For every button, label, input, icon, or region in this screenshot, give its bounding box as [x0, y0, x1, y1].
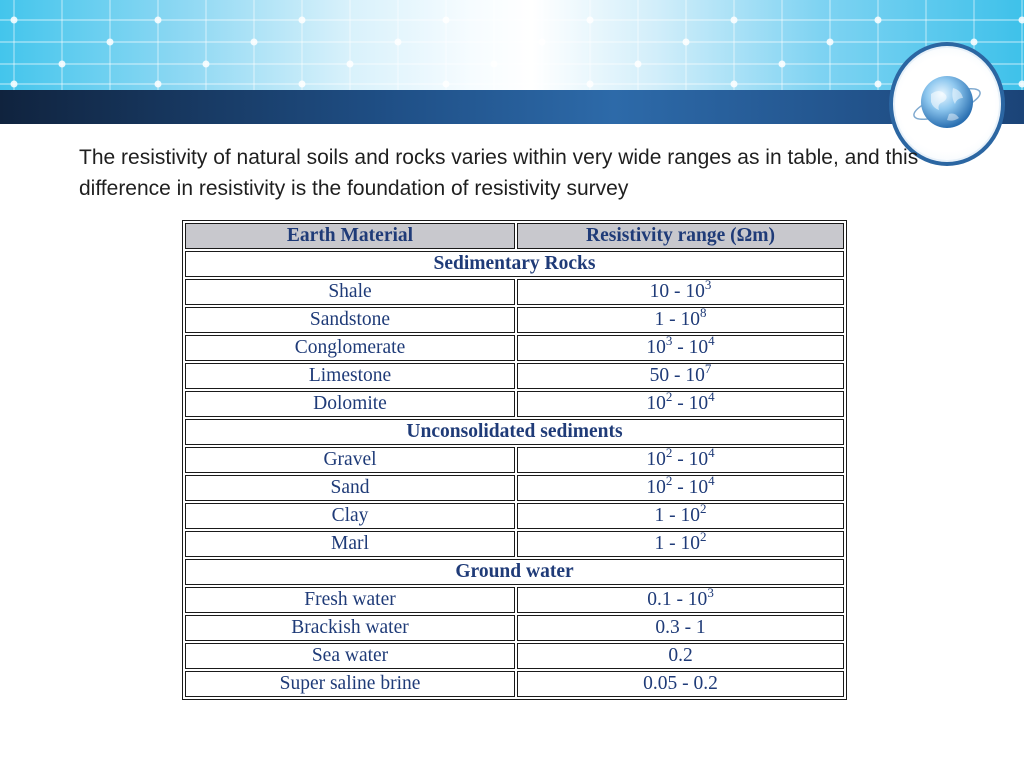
range-text: 10: [646, 449, 666, 470]
range-text: 0.3 - 1: [655, 617, 706, 638]
exponent: 4: [708, 444, 715, 460]
table-row: Fresh water 0.1 - 103: [185, 584, 844, 613]
header-earth-material: Earth Material: [185, 223, 515, 249]
table-row: Sandstone 1 - 108: [185, 304, 844, 333]
resistivity-cell: 103 - 104: [517, 332, 844, 361]
resistivity-table: Earth Material Resistivity range (Ωm) Se…: [182, 220, 847, 700]
resistivity-cell: 0.1 - 103: [517, 584, 844, 613]
material-cell: Clay: [185, 503, 515, 529]
table-row: Gravel 102 - 104: [185, 444, 844, 473]
section-title: Sedimentary Rocks: [185, 251, 844, 277]
resistivity-cell: 10 - 103: [517, 276, 844, 305]
table-row: Brackish water 0.3 - 1: [185, 615, 844, 641]
section-title: Ground water: [185, 559, 844, 585]
material-cell: Conglomerate: [185, 335, 515, 361]
table-row: Dolomite 102 - 104: [185, 388, 844, 417]
resistivity-cell: 0.2: [517, 643, 844, 669]
exponent: 3: [665, 332, 673, 348]
exponent: 8: [700, 304, 707, 320]
exponent: 2: [700, 528, 707, 544]
exponent: 3: [704, 276, 712, 292]
material-cell: Shale: [185, 279, 515, 305]
material-cell: Limestone: [185, 363, 515, 389]
material-cell: Sea water: [185, 643, 515, 669]
material-cell: Sand: [185, 475, 515, 501]
table-row: Super saline brine 0.05 - 0.2: [185, 671, 844, 697]
resistivity-table-container: Earth Material Resistivity range (Ωm) Se…: [182, 220, 847, 700]
exponent: 2: [700, 500, 707, 516]
range-text: 0.1 - 10: [647, 589, 708, 610]
intro-paragraph: The resistivity of natural soils and roc…: [79, 146, 919, 200]
exponent: 2: [665, 472, 673, 488]
range-text: - 10: [672, 393, 709, 414]
section-row: Unconsolidated sediments: [185, 419, 844, 445]
material-cell: Super saline brine: [185, 671, 515, 697]
exponent: 4: [708, 332, 715, 348]
exponent: 7: [704, 360, 712, 376]
table-row: Sea water 0.2: [185, 643, 844, 669]
range-text: 1 - 10: [654, 505, 701, 526]
range-text: 10: [646, 393, 666, 414]
table-row: Limestone 50 - 107: [185, 360, 844, 389]
globe-logo: [889, 42, 1005, 166]
header-banner: [0, 0, 1024, 90]
material-cell: Dolomite: [185, 391, 515, 417]
resistivity-cell: 0.3 - 1: [517, 615, 844, 641]
header-resistivity-range: Resistivity range (Ωm): [517, 223, 844, 249]
range-text: 10: [646, 337, 666, 358]
resistivity-cell: 1 - 102: [517, 500, 844, 529]
table-row: Shale 10 - 103: [185, 276, 844, 305]
resistivity-cell: 102 - 104: [517, 388, 844, 417]
header-bar: [0, 90, 1024, 124]
exponent: 2: [665, 444, 673, 460]
exponent: 4: [708, 388, 715, 404]
table-header-row: Earth Material Resistivity range (Ωm): [185, 223, 844, 249]
exponent: 2: [665, 388, 673, 404]
section-row: Sedimentary Rocks: [185, 251, 844, 277]
material-cell: Marl: [185, 531, 515, 557]
resistivity-cell: 1 - 102: [517, 528, 844, 557]
table-row: Sand 102 - 104: [185, 472, 844, 501]
material-cell: Fresh water: [185, 587, 515, 613]
table-row: Clay 1 - 102: [185, 500, 844, 529]
range-text: 50 - 10: [649, 365, 705, 386]
table-row: Conglomerate 103 - 104: [185, 332, 844, 361]
exponent: 3: [707, 584, 714, 600]
circuit-grid-decoration: [0, 0, 1024, 90]
range-text: 0.2: [668, 645, 693, 666]
resistivity-cell: 50 - 107: [517, 360, 844, 389]
table-row: Marl 1 - 102: [185, 528, 844, 557]
range-text: 1 - 10: [654, 533, 701, 554]
section-title: Unconsolidated sediments: [185, 419, 844, 445]
resistivity-cell: 102 - 104: [517, 444, 844, 473]
exponent: 4: [708, 472, 715, 488]
range-text: 10: [646, 477, 666, 498]
material-cell: Gravel: [185, 447, 515, 473]
range-text: - 10: [672, 449, 709, 470]
material-cell: Brackish water: [185, 615, 515, 641]
range-text: - 10: [672, 477, 709, 498]
range-text: 0.05 - 0.2: [643, 673, 718, 694]
resistivity-cell: 1 - 108: [517, 304, 844, 333]
globe-icon: [913, 76, 981, 128]
resistivity-cell: 102 - 104: [517, 472, 844, 501]
range-text: 1 - 10: [654, 309, 701, 330]
material-cell: Sandstone: [185, 307, 515, 333]
range-text: - 10: [672, 337, 709, 358]
range-text: 10 - 10: [649, 281, 705, 302]
resistivity-cell: 0.05 - 0.2: [517, 671, 844, 697]
section-row: Ground water: [185, 559, 844, 585]
table-body: Sedimentary Rocks Shale 10 - 103 Sandstone 1…: [185, 251, 844, 697]
